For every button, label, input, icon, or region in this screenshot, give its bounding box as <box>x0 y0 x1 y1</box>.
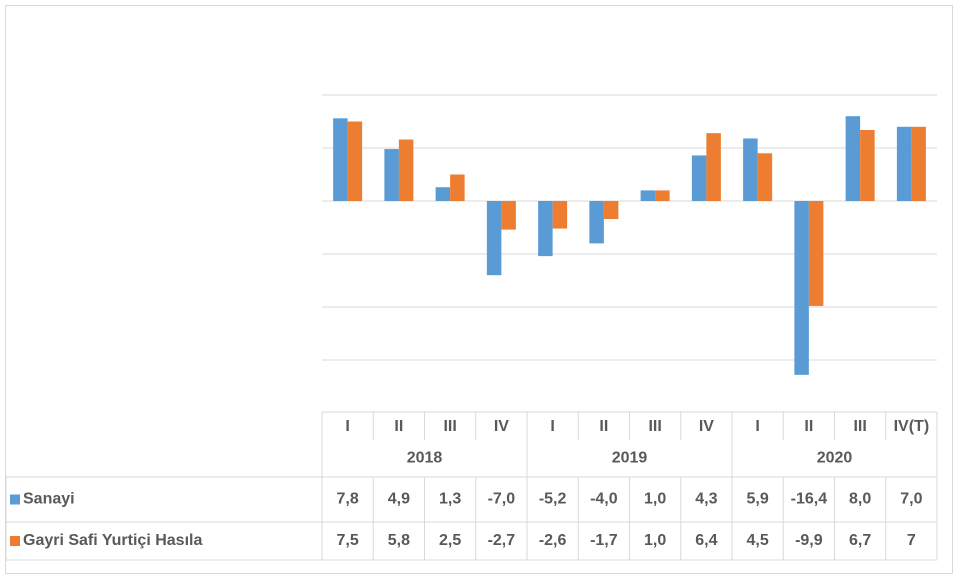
bar <box>603 201 619 220</box>
bar <box>384 149 399 201</box>
data-label: 7 <box>907 532 916 549</box>
bar <box>435 187 451 201</box>
x-tick-label: IV <box>494 418 509 435</box>
data-label: 1,0 <box>644 491 666 508</box>
bar <box>333 118 348 201</box>
x-tick-label: III <box>443 418 456 435</box>
data-label: -2,6 <box>539 532 567 549</box>
year-label: 2019 <box>612 450 648 467</box>
year-label: 2020 <box>817 450 853 467</box>
x-tick-label: III <box>853 418 866 435</box>
bar <box>794 201 809 375</box>
x-tick-label: III <box>648 418 661 435</box>
data-label: -16,4 <box>791 491 828 508</box>
data-label: 6,7 <box>849 532 871 549</box>
bar <box>398 139 414 201</box>
x-tick-label: II <box>394 418 403 435</box>
legend-label: Sanayi <box>23 491 75 508</box>
x-tick-label: II <box>599 418 608 435</box>
data-label: 4,5 <box>747 532 769 549</box>
x-tick-label: IV <box>699 418 714 435</box>
data-label: 1,3 <box>439 491 461 508</box>
bar <box>896 126 912 201</box>
data-label: -4,0 <box>590 491 618 508</box>
bar <box>860 129 875 201</box>
data-label: 1,0 <box>644 532 666 549</box>
bar <box>655 190 670 201</box>
data-label: 5,8 <box>388 532 410 549</box>
bar <box>640 190 656 201</box>
x-tick-label: I <box>550 418 554 435</box>
bar <box>486 201 502 276</box>
x-tick-label: IV(T) <box>894 418 930 435</box>
bar <box>589 201 604 244</box>
bar <box>501 201 516 230</box>
legend-key <box>10 494 20 505</box>
x-tick-label: II <box>804 418 813 435</box>
data-label: -1,7 <box>590 532 618 549</box>
data-label: 7,5 <box>337 532 359 549</box>
legend-label: Gayri Safi Yurtiçi Hasıla <box>23 532 202 549</box>
bar <box>808 201 824 306</box>
year-label: 2018 <box>407 450 443 467</box>
data-label: 8,0 <box>849 491 871 508</box>
bar <box>538 201 553 257</box>
bar <box>691 155 707 201</box>
bar <box>845 116 861 201</box>
bar <box>347 121 363 201</box>
data-label: 6,4 <box>695 532 717 549</box>
x-tick-label: I <box>755 418 759 435</box>
data-label: 7,8 <box>337 491 359 508</box>
bar <box>743 138 758 201</box>
data-label: -5,2 <box>539 491 567 508</box>
legend-key <box>10 536 20 546</box>
data-label: 7,0 <box>900 491 922 508</box>
bar <box>552 201 568 229</box>
data-label: 4,3 <box>695 491 717 508</box>
bar <box>757 153 773 201</box>
data-label: -9,9 <box>795 532 823 549</box>
data-label: 4,9 <box>388 491 410 508</box>
bar <box>911 126 926 201</box>
data-label: -2,7 <box>488 532 516 549</box>
bar <box>450 174 465 201</box>
x-tick-label: I <box>345 418 349 435</box>
bar <box>706 133 721 201</box>
data-label: 5,9 <box>747 491 769 508</box>
data-label: 2,5 <box>439 532 461 549</box>
data-label: -7,0 <box>488 491 516 508</box>
